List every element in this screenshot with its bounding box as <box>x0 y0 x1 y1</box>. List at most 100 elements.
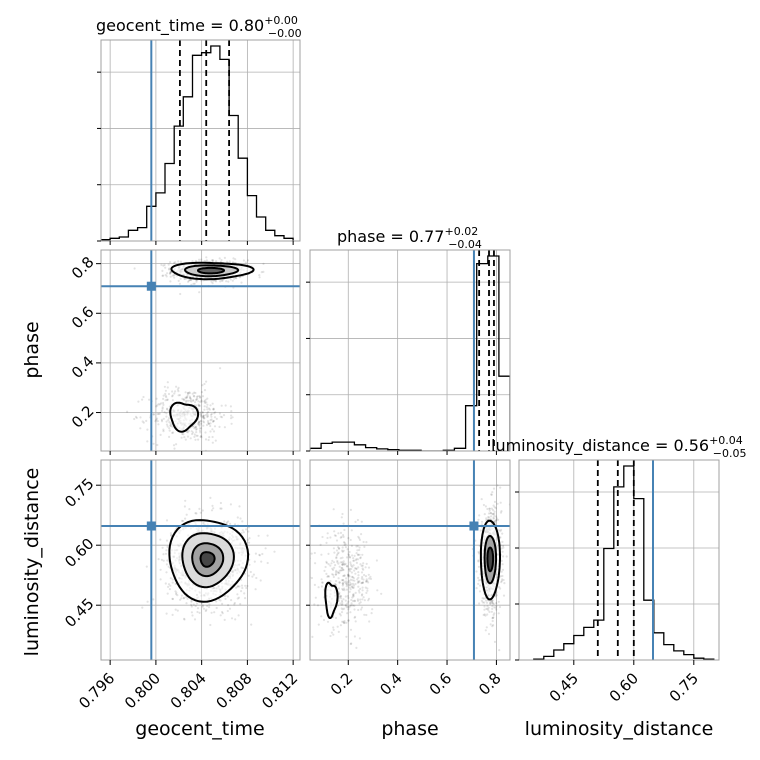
sample-point <box>335 549 339 552</box>
title-phase: phase = 0.77+0.02 −0.04 <box>337 225 482 251</box>
sample-point <box>241 529 244 532</box>
sample-point <box>341 578 344 582</box>
sample-point <box>364 586 367 589</box>
sample-point <box>197 404 200 407</box>
sample-point <box>163 263 166 266</box>
sample-point <box>205 380 208 383</box>
sample-point <box>338 581 341 584</box>
sample-point <box>186 393 189 396</box>
sample-point <box>227 280 230 283</box>
sample-point <box>209 430 212 433</box>
sample-point <box>221 610 224 614</box>
sample-point <box>343 528 346 532</box>
panel-frames <box>100 39 720 661</box>
sample-point <box>200 415 203 418</box>
xtick-label-geocent_time: 0.796 <box>75 669 118 712</box>
sample-point <box>342 534 345 537</box>
sample-point <box>176 594 179 597</box>
sample-point <box>152 413 155 416</box>
sample-point <box>174 582 177 586</box>
grid-diag-luminosity_distance <box>519 460 719 660</box>
sample-point <box>347 596 350 600</box>
sample-point <box>185 596 188 599</box>
sample-point <box>339 531 343 535</box>
sample-point <box>332 633 335 636</box>
sample-point <box>171 597 174 601</box>
sample-point <box>362 578 365 581</box>
sample-point <box>169 584 172 587</box>
sample-point <box>213 412 216 415</box>
sample-point <box>219 614 222 617</box>
sample-point <box>162 394 165 397</box>
sample-point <box>205 401 208 404</box>
sample-point <box>342 620 345 624</box>
sample-point <box>211 402 214 405</box>
sample-point <box>483 613 486 616</box>
sample-point <box>496 502 499 505</box>
sample-point <box>499 587 502 590</box>
sample-point <box>349 578 352 581</box>
sample-point <box>338 581 341 584</box>
sample-point <box>495 605 498 608</box>
sample-point <box>183 618 186 621</box>
sample-point <box>229 405 232 408</box>
sample-point <box>367 599 370 602</box>
sample-point <box>349 538 352 542</box>
histogram-layer <box>101 45 715 660</box>
sample-point <box>493 514 496 518</box>
sample-point <box>326 575 329 578</box>
sample-point <box>196 434 199 437</box>
sample-point <box>166 398 169 402</box>
ytick-label-luminosity_distance: 0.75 <box>61 475 97 511</box>
sample-point <box>199 414 202 417</box>
sample-point <box>156 443 159 447</box>
sample-point <box>371 608 374 611</box>
sample-point <box>332 568 335 572</box>
sample-point <box>335 584 338 587</box>
sample-point <box>162 553 165 556</box>
sample-point <box>198 611 201 615</box>
sample-point <box>352 577 355 580</box>
sample-point <box>488 507 491 510</box>
sample-point <box>502 555 505 558</box>
sample-point <box>165 420 168 423</box>
sample-point <box>332 547 335 550</box>
sample-point <box>494 507 497 510</box>
sample-point <box>164 552 168 555</box>
sample-point <box>353 554 356 558</box>
sample-point <box>345 577 348 580</box>
sample-point <box>375 559 378 562</box>
sample-point <box>503 582 506 585</box>
sample-point <box>336 552 339 555</box>
sample-point <box>314 596 317 599</box>
contour-line <box>191 542 225 578</box>
sample-point <box>171 581 174 584</box>
sample-point <box>210 611 213 614</box>
sample-point <box>333 530 336 533</box>
sample-point <box>240 584 244 587</box>
sample-point <box>175 385 178 388</box>
sample-point <box>215 260 218 263</box>
sample-point <box>354 620 357 623</box>
sample-point <box>358 553 361 556</box>
sample-point <box>487 609 490 612</box>
sample-point <box>338 569 341 572</box>
sample-point <box>236 516 239 519</box>
sample-point <box>224 597 227 601</box>
sample-point <box>477 576 480 580</box>
sample-point <box>352 559 355 562</box>
sample-point <box>356 580 360 583</box>
sample-point <box>350 642 353 645</box>
sample-point <box>353 604 356 607</box>
sample-point <box>146 428 149 431</box>
sample-point <box>195 404 198 407</box>
sample-point <box>346 612 349 615</box>
sample-point <box>348 550 351 554</box>
sample-point <box>493 640 497 644</box>
sample-point <box>480 523 483 526</box>
sample-point <box>190 279 193 282</box>
sample-point <box>191 425 194 428</box>
sample-point <box>169 271 172 274</box>
sample-point <box>354 567 357 570</box>
contour-line <box>486 546 495 573</box>
